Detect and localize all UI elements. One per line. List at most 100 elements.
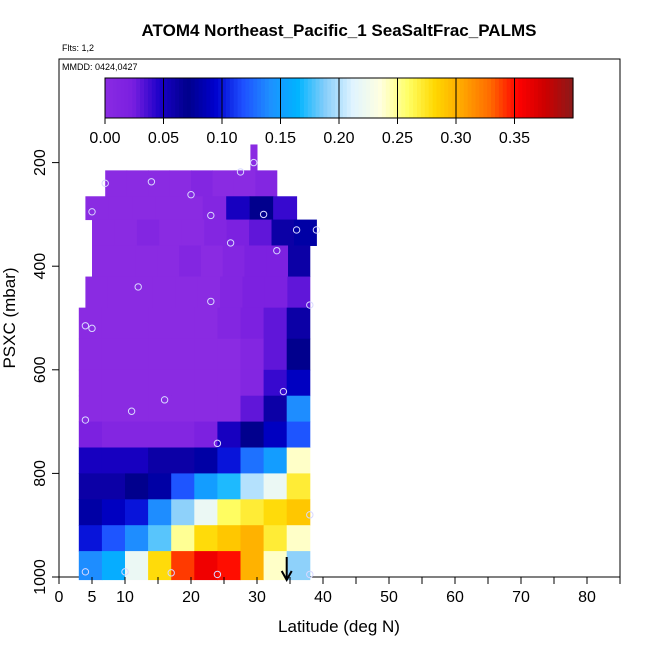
colorbar-segment xyxy=(206,78,211,118)
heatmap-cell xyxy=(226,196,251,221)
heatmap-cell xyxy=(286,473,311,500)
heatmap-cell xyxy=(92,245,115,278)
colorbar-tick-label: 0.00 xyxy=(89,130,120,147)
colorbar-segment xyxy=(502,78,508,118)
heatmap-cell xyxy=(132,196,157,221)
colorbar-segment xyxy=(366,78,371,118)
heatmap-cell xyxy=(194,525,218,552)
heatmap-cell xyxy=(286,447,311,474)
heatmap-cell xyxy=(240,369,265,397)
heatmap-cell xyxy=(240,421,265,448)
heatmap-cell xyxy=(101,499,126,526)
colorbar-segment xyxy=(397,78,402,118)
colorbar-segment xyxy=(190,78,196,118)
heatmap-cell xyxy=(159,219,183,246)
colorbar-tick-label: 0.05 xyxy=(148,130,179,147)
marker-arrow xyxy=(280,557,293,583)
colorbar-segment xyxy=(530,78,535,118)
colorbar-segment xyxy=(249,78,254,118)
heatmap-cell xyxy=(148,369,172,397)
heatmap-cell xyxy=(263,473,288,500)
sample-point xyxy=(250,158,258,167)
heatmap-cell xyxy=(242,276,266,309)
heatmap-cell xyxy=(114,219,138,246)
heatmap-cell xyxy=(263,338,288,371)
colorbar-segment xyxy=(381,78,387,118)
heatmap-cell xyxy=(240,525,265,552)
heatmap-cell xyxy=(157,245,180,278)
dates-label: MMDD: 0424,0427 xyxy=(62,62,138,72)
heatmap-cell xyxy=(263,551,288,581)
heatmap-cell xyxy=(78,525,103,552)
colorbar-segment xyxy=(561,78,566,118)
heatmap-cell xyxy=(125,551,149,581)
sample-point xyxy=(127,407,136,415)
colorbar-segment xyxy=(280,78,285,118)
heatmap-cell xyxy=(148,421,172,448)
colorbar-segment xyxy=(385,78,391,118)
heatmap-cell xyxy=(226,219,250,246)
heatmap-cell xyxy=(107,276,131,309)
heatmap-cell xyxy=(200,245,224,278)
heatmap xyxy=(78,144,317,581)
heatmap-cell xyxy=(125,525,149,552)
sample-point xyxy=(306,570,314,579)
heatmap-cell xyxy=(271,219,295,246)
colorbar-segment xyxy=(401,78,406,118)
sample-point xyxy=(134,283,142,291)
heatmap-cell xyxy=(240,395,265,423)
colorbar-tick-label: 0.15 xyxy=(265,130,296,147)
x-tick-label: 60 xyxy=(446,589,464,606)
x-tick-label: 10 xyxy=(116,589,134,606)
heatmap-cell xyxy=(250,144,258,171)
heatmap-cell xyxy=(179,196,204,221)
chart-title: ATOM4 Northeast_Pacific_1 SeaSaltFrac_PA… xyxy=(142,21,537,40)
heatmap-cell xyxy=(240,499,265,526)
plot-frame xyxy=(58,58,621,578)
heatmap-cell xyxy=(78,499,103,526)
heatmap-cell xyxy=(136,219,160,246)
heatmap-cell xyxy=(101,307,126,340)
colorbar-segment xyxy=(202,78,207,118)
x-tick-label: 30 xyxy=(248,589,266,606)
heatmap-cell xyxy=(240,307,265,340)
heatmap-cell xyxy=(171,338,195,371)
y-tick-label: 800 xyxy=(32,460,49,487)
heatmap-cell xyxy=(78,395,103,423)
heatmap-cell xyxy=(212,170,235,197)
heatmap-cell xyxy=(194,369,218,397)
sample-point xyxy=(306,511,314,519)
heatmap-cell xyxy=(179,245,202,278)
heatmap-cell xyxy=(125,447,149,474)
colorbar-segment xyxy=(307,78,313,118)
sample-point xyxy=(207,211,215,220)
heatmap-cell xyxy=(286,551,311,581)
heatmap-cell xyxy=(286,369,311,397)
colorbar-segment xyxy=(136,78,141,118)
sample-point xyxy=(167,569,175,577)
heatmap-cell xyxy=(264,276,288,309)
heatmap-cell xyxy=(222,245,245,278)
heatmap-cell xyxy=(286,499,311,526)
colorbar: 0.00 0.05 0.10 0.15 0.20 0.25 0.30 0.35 xyxy=(89,77,574,147)
heatmap-cell xyxy=(204,219,228,246)
heatmap-cell xyxy=(244,245,267,278)
colorbar-segment xyxy=(565,78,570,118)
sample-point xyxy=(81,568,90,576)
heatmap-cell xyxy=(194,421,218,448)
colorbar-segment xyxy=(167,78,172,118)
colorbar-segment xyxy=(108,78,114,118)
colorbar-segment xyxy=(268,78,274,118)
heatmap-cell xyxy=(286,395,311,423)
colorbar-segment xyxy=(105,78,110,118)
colorbar-segment xyxy=(128,78,133,118)
heatmap-cell xyxy=(148,395,172,423)
colorbar-segment xyxy=(362,78,367,118)
colorbar-segment xyxy=(420,78,426,118)
heatmap-cell xyxy=(202,196,227,221)
heatmap-cell xyxy=(125,499,149,526)
colorbar-segment xyxy=(327,78,332,118)
colorbar-segment xyxy=(183,78,188,118)
sample-point xyxy=(236,168,245,176)
colorbar-tick-label: 0.10 xyxy=(206,130,237,147)
